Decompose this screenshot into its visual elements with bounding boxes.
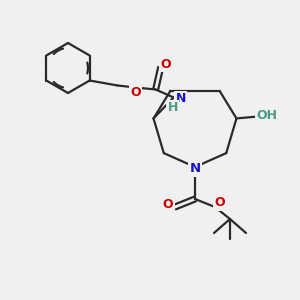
Text: O: O bbox=[160, 58, 171, 71]
Text: OH: OH bbox=[256, 109, 277, 122]
Text: O: O bbox=[163, 199, 173, 212]
Text: O: O bbox=[130, 86, 141, 99]
Text: N: N bbox=[176, 92, 186, 105]
Text: N: N bbox=[189, 163, 201, 176]
Text: H: H bbox=[167, 101, 178, 114]
Text: O: O bbox=[215, 196, 225, 209]
